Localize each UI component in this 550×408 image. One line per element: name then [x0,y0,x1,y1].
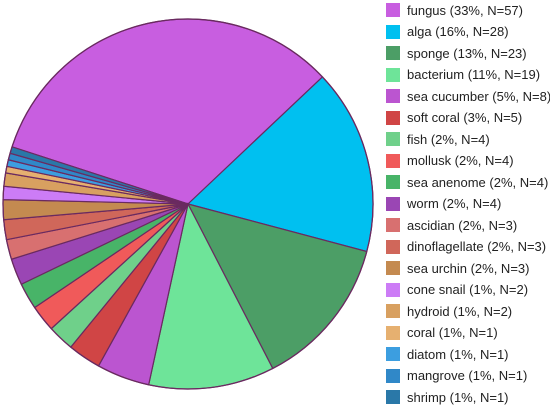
legend-swatch [386,368,400,383]
legend-item: alga (16%, N=28) [386,24,509,40]
legend-item: bacterium (11%, N=19) [386,67,540,83]
legend-swatch [386,175,400,189]
legend-label: coral (1%, N=1) [407,325,498,340]
legend-label: hydroid (1%, N=2) [407,303,513,319]
legend-item: diatom (1%, N=1) [386,346,509,362]
legend-swatch [386,282,400,297]
legend-item: cone snail (1%, N=2) [386,282,528,298]
legend-label: alga (16%, N=28) [407,24,509,39]
legend-swatch [386,304,400,318]
legend-swatch [386,239,400,254]
legend-label: cone snail (1%, N=2) [407,282,529,297]
legend-swatch [386,325,400,340]
legend-item: sea urchin (2%, N=3) [386,260,529,276]
legend-item: coral (1%, N=1) [386,325,498,341]
legend-item: sea cucumber (5%, N=8) [386,88,550,104]
legend-swatch [386,153,400,168]
legend-swatch [386,390,400,404]
legend-label: diatom (1%, N=1) [407,346,509,362]
legend-label: soft coral (3%, N=5) [407,110,523,125]
legend-swatch [386,46,400,60]
legend-label: ascidian (2%, N=3) [407,217,518,233]
legend-swatch [386,261,400,275]
legend-label: sponge (13%, N=23) [407,45,527,61]
legend-swatch [386,24,400,39]
legend-item: fungus (33%, N=57) [386,2,523,18]
legend-item: sponge (13%, N=23) [386,45,527,61]
legend-item: worm (2%, N=4) [386,196,501,212]
legend-item: mangrove (1%, N=1) [386,368,527,384]
legend-label: sea urchin (2%, N=3) [407,260,530,276]
legend-label: mangrove (1%, N=1) [407,368,528,383]
legend-item: sea anenome (2%, N=4) [386,174,548,190]
legend-label: sea anenome (2%, N=4) [407,174,549,190]
legend-item: hydroid (1%, N=2) [386,303,512,319]
legend-label: worm (2%, N=4) [407,196,502,211]
legend-swatch [386,3,400,17]
legend-item: fish (2%, N=4) [386,131,490,147]
legend-label: dinoflagellate (2%, N=3) [407,239,547,254]
legend-label: fungus (33%, N=57) [407,2,523,18]
legend-label: sea cucumber (5%, N=8) [407,88,550,104]
legend-item: soft coral (3%, N=5) [386,110,522,126]
pie-chart [2,18,374,390]
legend-swatch [386,132,400,146]
legend-swatch [386,110,400,125]
legend-swatch [386,347,400,361]
legend-item: mollusk (2%, N=4) [386,153,514,169]
legend-label: mollusk (2%, N=4) [407,153,514,168]
pie-outline [2,18,374,390]
legend-swatch [386,89,400,103]
legend-item: shrimp (1%, N=1) [386,389,509,405]
legend-label: shrimp (1%, N=1) [407,389,509,405]
legend-item: ascidian (2%, N=3) [386,217,517,233]
legend-swatch [386,196,400,211]
legend-swatch [386,218,400,232]
legend-label: fish (2%, N=4) [407,131,490,147]
legend-label: bacterium (11%, N=19) [407,67,541,82]
legend-item: dinoflagellate (2%, N=3) [386,239,546,255]
legend-swatch [386,67,400,82]
